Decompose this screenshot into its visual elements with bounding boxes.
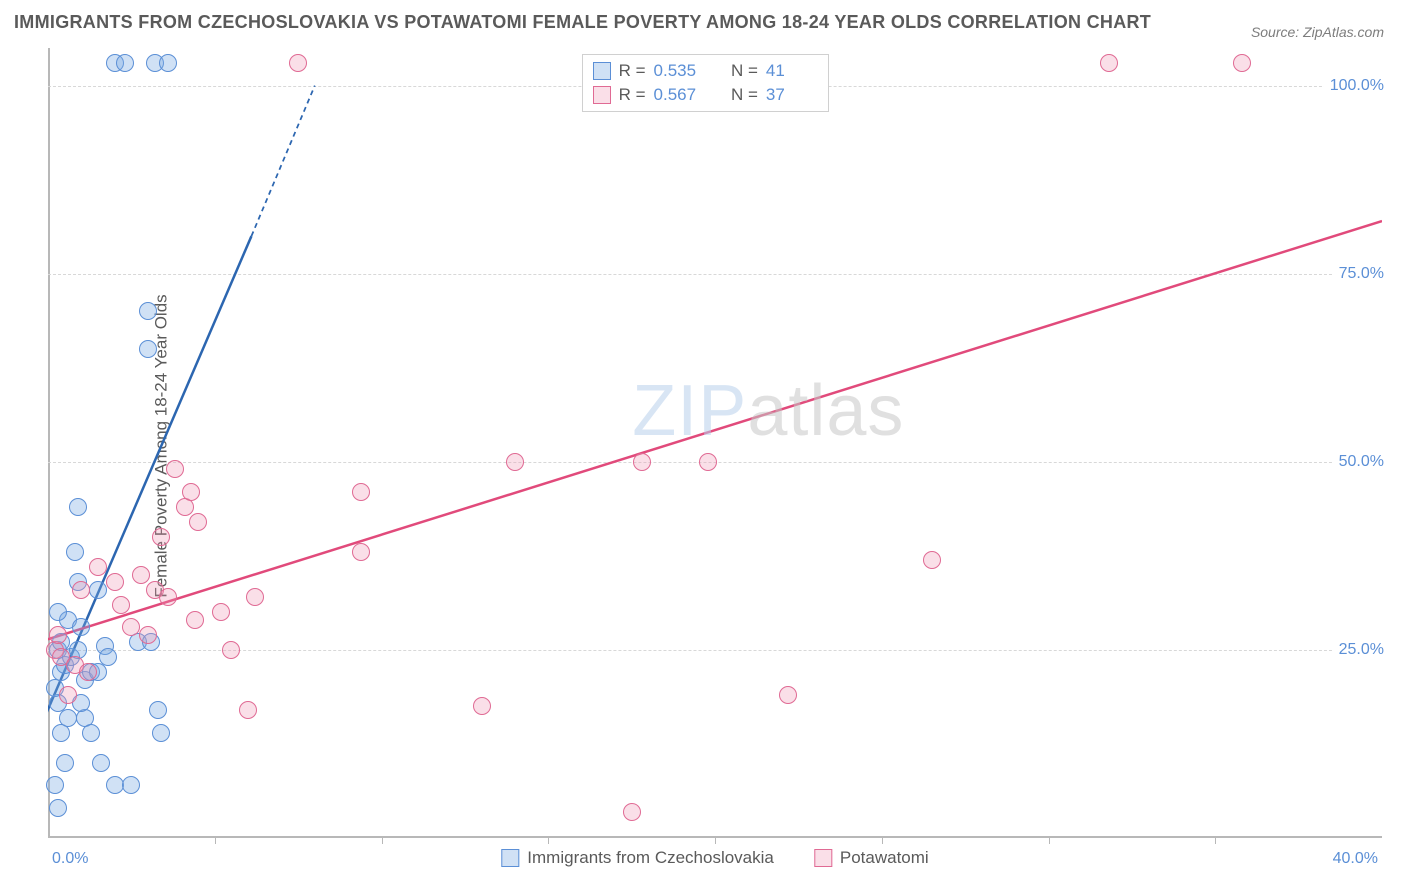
data-point [72,618,90,636]
data-point [166,460,184,478]
x-tick-mark [882,836,883,844]
x-tick-mark [215,836,216,844]
stat-n-label: N = [731,85,758,105]
legend-square-icon [501,849,519,867]
data-point [473,697,491,715]
bottom-legend: Immigrants from Czechoslovakia Potawatomi [501,848,928,868]
legend-item: Potawatomi [814,848,929,868]
watermark: ZIPatlas [632,370,904,452]
data-point [59,686,77,704]
data-point [79,663,97,681]
data-point [189,513,207,531]
gridline [48,650,1382,651]
stats-legend: R = 0.535 N = 41 R = 0.567 N = 37 [582,54,829,112]
data-point [116,54,134,72]
data-point [222,641,240,659]
data-point [89,581,107,599]
y-tick-label: 50.0% [1333,453,1384,471]
data-point [92,754,110,772]
data-point [122,618,140,636]
data-point [122,776,140,794]
data-point [112,596,130,614]
watermark-atlas: atlas [747,371,904,451]
x-tick-mark [548,836,549,844]
data-point [56,754,74,772]
plot-area: 25.0%50.0%75.0%100.0% 0.0% 40.0% ZIPatla… [48,48,1382,838]
data-point [289,54,307,72]
y-tick-label: 100.0% [1324,77,1384,95]
legend-square-icon [593,62,611,80]
data-point [152,528,170,546]
legend-item: Immigrants from Czechoslovakia [501,848,774,868]
stat-r-value: 0.567 [654,85,706,105]
data-point [633,453,651,471]
data-point [186,611,204,629]
data-point [139,340,157,358]
data-point [59,709,77,727]
data-point [49,626,67,644]
stats-row: R = 0.567 N = 37 [593,83,818,107]
data-point [506,453,524,471]
data-point [49,799,67,817]
data-point [239,701,257,719]
data-point [132,566,150,584]
x-tick-mark [382,836,383,844]
data-point [106,573,124,591]
legend-label: Immigrants from Czechoslovakia [527,848,774,868]
x-tick-mark [1049,836,1050,844]
data-point [82,724,100,742]
legend-square-icon [814,849,832,867]
data-point [66,543,84,561]
legend-square-icon [593,86,611,104]
data-point [149,701,167,719]
y-axis [48,48,50,838]
stat-r-label: R = [619,61,646,81]
data-point [1100,54,1118,72]
gridline [48,274,1382,275]
stat-n-label: N = [731,61,758,81]
stat-n-value: 37 [766,85,818,105]
data-point [72,581,90,599]
watermark-zip: ZIP [632,371,747,451]
data-point [46,776,64,794]
y-tick-label: 25.0% [1333,641,1384,659]
data-point [352,483,370,501]
data-point [623,803,641,821]
data-point [699,453,717,471]
data-point [1233,54,1251,72]
data-point [182,483,200,501]
data-point [352,543,370,561]
source-attribution: Source: ZipAtlas.com [1251,24,1384,40]
data-point [139,302,157,320]
data-point [159,588,177,606]
data-point [246,588,264,606]
data-point [779,686,797,704]
stat-r-label: R = [619,85,646,105]
chart-title: IMMIGRANTS FROM CZECHOSLOVAKIA VS POTAWA… [14,12,1151,33]
x-tick-max: 40.0% [1333,850,1378,868]
x-tick-mark [1215,836,1216,844]
data-point [69,498,87,516]
data-point [89,558,107,576]
data-point [49,603,67,621]
regression-lines [48,48,1382,838]
stat-r-value: 0.535 [654,61,706,81]
data-point [923,551,941,569]
data-point [106,776,124,794]
data-point [139,626,157,644]
stat-n-value: 41 [766,61,818,81]
y-tick-label: 75.0% [1333,265,1384,283]
legend-label: Potawatomi [840,848,929,868]
data-point [152,724,170,742]
data-point [212,603,230,621]
stats-row: R = 0.535 N = 41 [593,59,818,83]
x-tick-mark [715,836,716,844]
x-tick-min: 0.0% [52,850,88,868]
data-point [159,54,177,72]
data-point [99,648,117,666]
